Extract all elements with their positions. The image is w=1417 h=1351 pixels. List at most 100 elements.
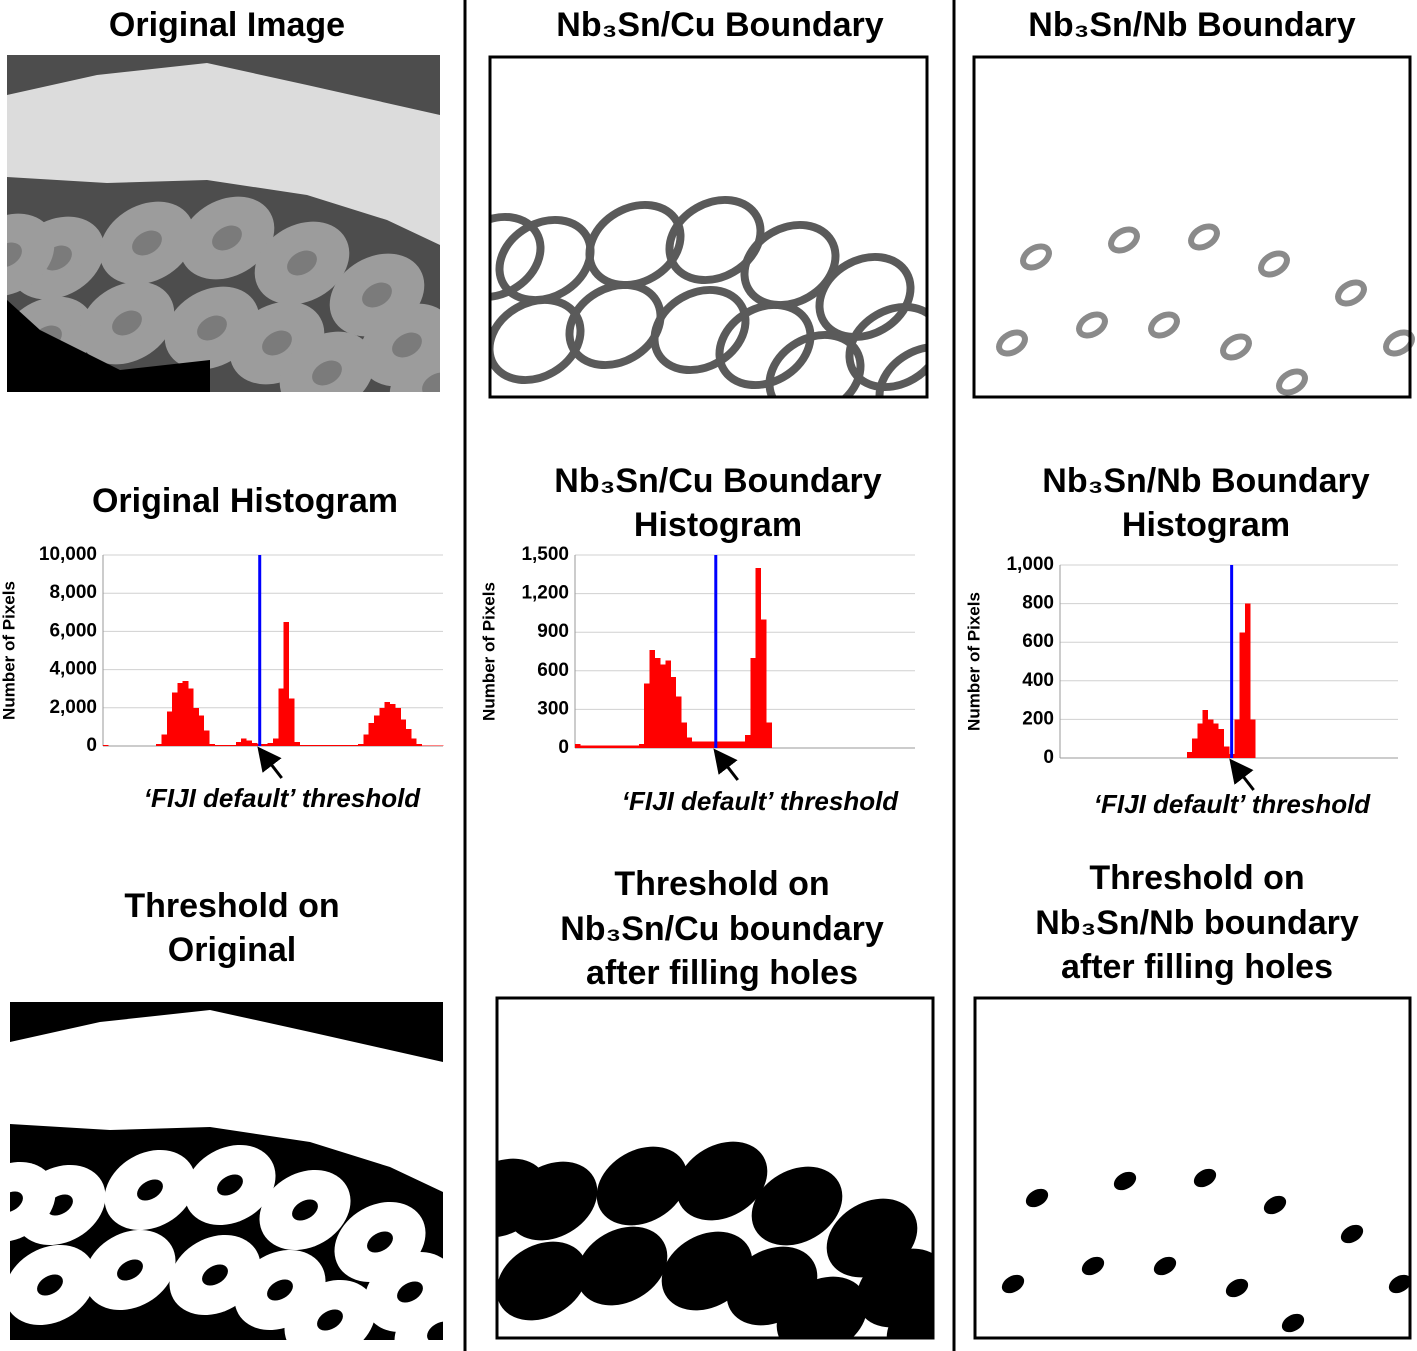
histogram-bar — [373, 715, 380, 746]
original-image — [7, 55, 440, 392]
y-tick-label: 300 — [537, 698, 569, 719]
histogram-bar — [596, 745, 602, 748]
histogram-bar — [400, 719, 407, 746]
histogram-bar — [1192, 738, 1198, 758]
histogram-bar — [363, 734, 369, 746]
y-tick-label: 600 — [537, 660, 569, 681]
y-tick-label: 400 — [1022, 670, 1054, 691]
ring — [1276, 368, 1308, 396]
histogram-bar — [267, 743, 274, 746]
histogram-bar — [304, 745, 311, 746]
ring — [996, 329, 1028, 357]
histogram-bar — [379, 707, 385, 746]
blob — [1225, 1278, 1249, 1298]
histogram-bar — [691, 741, 698, 748]
y-tick-label: 600 — [1022, 631, 1054, 652]
histogram-bar — [723, 741, 730, 748]
histogram-bar — [755, 567, 762, 748]
histogram-bar — [1218, 729, 1225, 758]
y-tick-label: 900 — [537, 621, 569, 642]
histogram-bar — [225, 745, 231, 746]
histogram-bar — [203, 730, 210, 746]
histogram-bar — [718, 741, 725, 748]
histogram-bar — [103, 745, 109, 746]
grain-core — [212, 225, 242, 251]
histogram-bar — [416, 744, 423, 746]
blob — [1340, 1224, 1364, 1244]
histogram-bar — [198, 715, 205, 746]
grain-core — [397, 1281, 423, 1303]
grain-core — [112, 310, 142, 336]
histogram-bar — [331, 745, 338, 746]
y-tick-label: 800 — [1022, 593, 1054, 614]
histogram-bar — [347, 745, 353, 746]
threshold-annotation: ‘FIJI default’ threshold — [1094, 789, 1372, 819]
histogram-bar — [766, 722, 772, 748]
histogram-bar — [1207, 719, 1214, 758]
histogram-bar — [707, 741, 714, 748]
histogram-bar — [156, 744, 162, 746]
histogram-bar — [262, 744, 268, 746]
histogram-bar — [750, 657, 756, 748]
blob — [576, 1226, 668, 1306]
grain-core — [10, 1191, 23, 1213]
histogram-bar — [177, 682, 183, 746]
histogram-bar — [230, 745, 237, 746]
histogram-bar — [235, 742, 242, 746]
grain-core — [292, 1199, 318, 1221]
histogram-bar — [172, 692, 178, 746]
grain-core — [137, 1179, 163, 1201]
grain-core — [367, 1231, 393, 1253]
grain-core — [202, 1264, 228, 1286]
histogram-bar — [326, 745, 332, 746]
threshold-title: after filling holes — [1061, 948, 1333, 986]
image-dark — [7, 300, 210, 392]
grain-core — [317, 1309, 343, 1331]
y-tick-label: 0 — [86, 735, 97, 756]
histogram-bar — [1250, 719, 1256, 758]
histogram-bar — [389, 703, 396, 746]
threshold-annotation: ‘FIJI default’ threshold — [144, 783, 422, 813]
image-title: Nb₃Sn/Nb Boundary — [1028, 6, 1355, 44]
ring — [490, 295, 585, 385]
ring — [845, 302, 927, 392]
histogram-bar — [294, 742, 300, 746]
histogram-bar — [734, 741, 740, 748]
histogram-bar — [283, 621, 290, 746]
threshold-arrow — [713, 748, 739, 781]
y-tick-label: 200 — [1022, 708, 1054, 729]
ring — [715, 300, 815, 390]
histogram-bar — [315, 745, 322, 746]
histogram-bar — [649, 650, 655, 748]
grain-core — [422, 372, 440, 392]
histogram-bar — [760, 619, 767, 748]
histogram-bar — [273, 738, 279, 746]
histogram-bar — [670, 677, 677, 748]
histogram-bar — [395, 707, 401, 746]
ring — [565, 280, 665, 370]
y-tick-label: 4,000 — [49, 659, 97, 680]
histogram-bar — [638, 744, 645, 748]
histogram-bar — [1244, 603, 1251, 758]
histogram-bar — [182, 681, 189, 746]
ring — [815, 252, 915, 342]
chart-title: Original Histogram — [92, 482, 398, 520]
ring — [1188, 223, 1220, 251]
image-band — [7, 63, 440, 245]
grain-core — [262, 330, 292, 356]
histogram-bar — [299, 745, 306, 746]
ring — [765, 330, 865, 397]
grain-core — [117, 1259, 143, 1281]
ring — [740, 220, 840, 310]
histogram-bar — [675, 696, 682, 748]
blob — [751, 1166, 843, 1246]
histogram-bar — [352, 745, 359, 746]
histogram-bar — [622, 745, 629, 748]
histogram-bar — [320, 745, 327, 746]
y-axis-label: Number of Pixels — [0, 581, 18, 720]
histogram-bar — [580, 745, 586, 748]
histogram-bar — [358, 744, 364, 746]
histogram-bar — [739, 741, 746, 748]
grain-core — [217, 1174, 243, 1196]
